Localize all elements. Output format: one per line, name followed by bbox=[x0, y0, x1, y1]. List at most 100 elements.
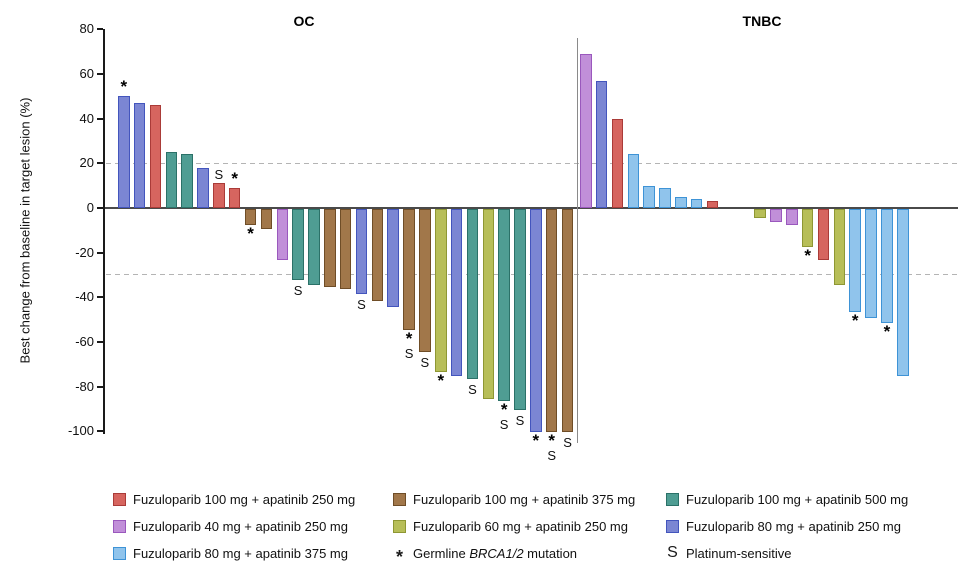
y-tick bbox=[97, 117, 103, 120]
bar-oc-20 bbox=[419, 209, 431, 352]
bar-tnbc-2 bbox=[595, 80, 608, 208]
platinum-sensitive-mark: S bbox=[357, 296, 366, 312]
bar-tnbc-5 bbox=[643, 185, 655, 208]
y-tick-label: -80 bbox=[75, 378, 94, 394]
group-separator-line bbox=[576, 38, 578, 443]
legend-item: Fuzuloparib 40 mg + apatinib 250 mg bbox=[113, 519, 355, 534]
mutation-star-mark: * bbox=[851, 310, 859, 330]
bar-oc-4 bbox=[165, 152, 178, 208]
platinum-sensitive-mark: S bbox=[515, 412, 525, 428]
bar-oc-10 bbox=[260, 209, 273, 230]
bar-oc-22 bbox=[450, 209, 463, 377]
y-tick bbox=[97, 430, 103, 433]
y-tick-label: -60 bbox=[75, 333, 94, 349]
legend-item: Fuzuloparib 100 mg + apatinib 250 mg bbox=[113, 491, 356, 507]
y-tick-label: 80 bbox=[79, 21, 94, 37]
bar-tnbc-17 bbox=[865, 209, 877, 319]
legend-item-label: Fuzuloparib 80 mg + apatinib 250 mg bbox=[686, 518, 901, 534]
y-tick bbox=[97, 28, 103, 31]
legend-item-label: Fuzuloparib 100 mg + apatinib 375 mg bbox=[413, 491, 636, 507]
bar-oc-2 bbox=[133, 103, 146, 208]
mutation-star-mark: * bbox=[120, 77, 128, 97]
legend-column-2: Fuzuloparib 100 mg + apatinib 375 mg Fuzu… bbox=[393, 492, 635, 573]
bar-oc-14 bbox=[324, 209, 336, 288]
bar-tnbc-18 bbox=[881, 209, 893, 323]
legend-item: Fuzuloparib 100 mg + apatinib 500 mg bbox=[666, 491, 909, 507]
y-tick bbox=[97, 296, 103, 299]
bar-oc-24 bbox=[482, 209, 495, 399]
y-tick-label: 20 bbox=[79, 155, 94, 171]
bar-oc-6 bbox=[197, 167, 209, 208]
bar-oc-7 bbox=[213, 183, 225, 208]
bar-tnbc-12 bbox=[786, 209, 798, 225]
bar-oc-21 bbox=[435, 209, 447, 373]
legend-color-swatch bbox=[113, 492, 126, 506]
y-tick-label: -100 bbox=[67, 423, 94, 439]
bar-oc-19 bbox=[403, 209, 415, 330]
platinum-sensitive-mark: S bbox=[563, 435, 572, 451]
bar-oc-8 bbox=[228, 187, 241, 208]
reference-line bbox=[106, 162, 958, 164]
y-tick-label: 0 bbox=[86, 200, 94, 215]
bar-tnbc-9 bbox=[706, 201, 719, 208]
bar-oc-1 bbox=[118, 96, 130, 208]
mutation-star-mark: * bbox=[532, 431, 540, 451]
y-tick-label: 60 bbox=[79, 66, 94, 81]
y-tick bbox=[97, 162, 103, 165]
bar-tnbc-4 bbox=[627, 154, 640, 208]
y-axis-line bbox=[103, 29, 105, 434]
y-tick bbox=[97, 207, 103, 209]
bar-oc-23 bbox=[466, 209, 479, 379]
mutation-star-mark: * bbox=[247, 223, 254, 243]
bar-tnbc-14 bbox=[817, 209, 830, 261]
legend-item-label: Fuzuloparib 60 mg + apatinib 250 mg bbox=[413, 518, 628, 534]
mutation-star-mark: * bbox=[500, 400, 508, 420]
bar-tnbc-10 bbox=[754, 209, 766, 218]
legend-item-label: Fuzuloparib 100 mg + apatinib 250 mg bbox=[133, 491, 356, 507]
legend-item-label: Germline BRCA1/2 mutation bbox=[413, 545, 578, 561]
bar-oc-9 bbox=[244, 209, 257, 225]
bar-tnbc-6 bbox=[659, 187, 671, 208]
group-title-oc: OC bbox=[293, 13, 315, 29]
bar-oc-16 bbox=[355, 209, 368, 294]
bar-oc-12 bbox=[292, 209, 304, 281]
legend-color-swatch bbox=[666, 492, 679, 506]
y-tick bbox=[97, 73, 103, 75]
legend-color-swatch bbox=[666, 519, 679, 533]
platinum-sensitive-mark: S bbox=[420, 354, 430, 370]
legend-item-label: Fuzuloparib 80 mg + apatinib 375 mg bbox=[133, 545, 348, 561]
legend-color-swatch bbox=[113, 519, 126, 533]
bar-oc-29 bbox=[561, 209, 574, 433]
y-tick bbox=[97, 251, 103, 254]
mutation-star-mark: * bbox=[437, 371, 445, 391]
bar-oc-18 bbox=[387, 209, 399, 308]
bar-tnbc-1 bbox=[580, 53, 592, 208]
legend-item: Fuzuloparib 60 mg + apatinib 250 mg bbox=[393, 518, 635, 534]
legend-color-swatch bbox=[393, 519, 406, 533]
y-tick-label: -40 bbox=[75, 289, 94, 305]
legend-item-label: Fuzuloparib 100 mg + apatinib 500 mg bbox=[686, 491, 909, 507]
chart-plot-area: 80 60 40 20 0 -20 -40 -60 -80 -100 * S * * S S * S S * S * S S *… bbox=[67, 21, 958, 463]
bar-tnbc-15 bbox=[833, 209, 846, 285]
bar-oc-13 bbox=[308, 209, 320, 285]
bar-tnbc-16 bbox=[849, 209, 861, 312]
platinum-sensitive-symbol: S bbox=[667, 544, 678, 561]
bar-oc-25 bbox=[498, 209, 510, 402]
bar-oc-3 bbox=[149, 105, 162, 208]
mutation-star-mark: * bbox=[883, 321, 891, 341]
legend-item: Fuzuloparib 80 mg + apatinib 375 mg bbox=[113, 545, 355, 561]
bar-tnbc-8 bbox=[690, 199, 703, 208]
y-tick-label: -20 bbox=[75, 244, 94, 260]
bar-tnbc-11 bbox=[770, 209, 782, 223]
bar-tnbc-19 bbox=[897, 209, 909, 377]
mutation-star-symbol: * bbox=[395, 547, 403, 567]
mutation-star-mark: * bbox=[231, 168, 238, 188]
bar-oc-26 bbox=[514, 209, 526, 410]
bar-oc-17 bbox=[371, 209, 384, 301]
legend-color-swatch bbox=[393, 492, 406, 506]
y-tick bbox=[97, 340, 103, 343]
zero-baseline bbox=[105, 207, 958, 209]
legend-item: Fuzuloparib 100 mg + apatinib 375 mg bbox=[393, 491, 636, 507]
bar-tnbc-7 bbox=[675, 196, 687, 208]
bar-oc-15 bbox=[339, 209, 352, 290]
